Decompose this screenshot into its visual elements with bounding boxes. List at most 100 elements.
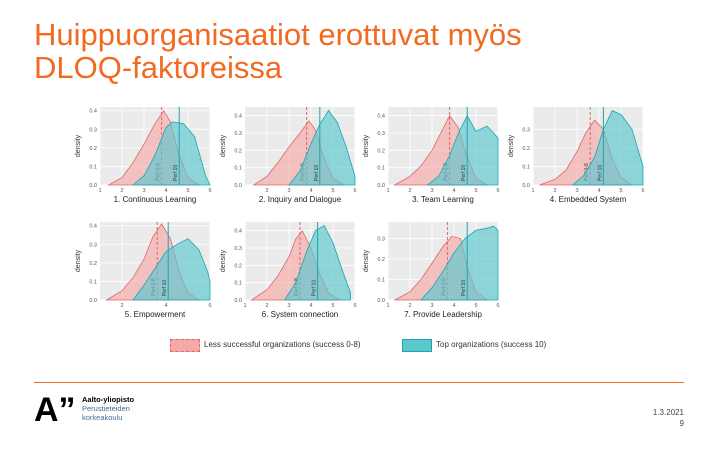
density-area-top bbox=[571, 110, 644, 186]
x-tick-label: 6 bbox=[496, 188, 499, 194]
y-tick-label: 0.0 bbox=[89, 183, 97, 189]
y-tick-label: 0.2 bbox=[89, 261, 97, 267]
chart-title: 7. Provide Leadership bbox=[404, 310, 482, 319]
x-tick-label: 3 bbox=[287, 303, 290, 309]
x-tick-label: 3 bbox=[430, 188, 433, 194]
y-tick-label: 0.4 bbox=[89, 109, 97, 115]
y-tick-label: 0.2 bbox=[234, 263, 242, 269]
x-tick-label: 4 bbox=[597, 188, 600, 194]
density-area-top bbox=[131, 121, 211, 186]
x-tick-label: 5 bbox=[474, 303, 477, 309]
y-tick-label: 0.2 bbox=[89, 146, 97, 152]
y-tick-label: 0.2 bbox=[522, 146, 530, 152]
legend-label-less: Less successful organizations (success 0… bbox=[204, 340, 361, 349]
chart-title: 6. System connection bbox=[262, 310, 338, 319]
slide-title-line2: DLOQ-faktoreissa bbox=[34, 50, 283, 85]
x-tick-label: 4 bbox=[309, 303, 312, 309]
x-tick-label: 1 bbox=[98, 188, 101, 194]
y-tick-label: 0.0 bbox=[234, 183, 242, 189]
x-tick-label: 1 bbox=[243, 303, 246, 309]
x-tick-label: 5 bbox=[474, 188, 477, 194]
x-tick-label: 3 bbox=[575, 188, 578, 194]
y-tick-label: 0.1 bbox=[522, 164, 530, 170]
chart-title: 5. Empowerment bbox=[125, 310, 186, 319]
y-axis-label: density bbox=[508, 134, 515, 157]
x-tick-label: 5 bbox=[186, 188, 189, 194]
mean-line-label: Perf 10 bbox=[162, 280, 168, 296]
y-tick-label: 0.1 bbox=[377, 166, 385, 172]
slide-title: Huippuorganisaatiot erottuvat myös DLOQ-… bbox=[34, 18, 694, 84]
x-tick-label: 1 bbox=[386, 188, 389, 194]
logo-text: Aalto-yliopisto Perustieteiden korkeakou… bbox=[82, 395, 134, 422]
x-tick-label: 4 bbox=[164, 303, 167, 309]
x-tick-label: 4 bbox=[309, 188, 312, 194]
mean-line-label: Perf 10 bbox=[461, 280, 467, 296]
x-tick-label: 3 bbox=[430, 303, 433, 309]
y-tick-label: 0.4 bbox=[234, 229, 242, 235]
x-tick-label: 6 bbox=[641, 188, 644, 194]
x-tick-label: 6 bbox=[353, 188, 356, 194]
slide-title-line1: Huippuorganisaatiot erottuvat myös bbox=[34, 17, 522, 52]
y-tick-label: 0.0 bbox=[522, 183, 530, 189]
x-tick-label: 6 bbox=[496, 303, 499, 309]
x-tick-label: 5 bbox=[331, 303, 334, 309]
y-tick-label: 0.2 bbox=[377, 257, 385, 263]
footer-divider bbox=[34, 382, 684, 383]
y-axis-label: density bbox=[220, 134, 227, 157]
y-tick-label: 0.0 bbox=[377, 298, 385, 304]
mean-line-label: Perf 10 bbox=[312, 280, 318, 296]
legend-label-top: Top organizations (success 10) bbox=[436, 340, 547, 349]
mean-line-label: Perf 10 bbox=[461, 165, 467, 181]
y-tick-label: 0.4 bbox=[377, 114, 385, 120]
mean-line-label: Perf 10 bbox=[597, 165, 603, 181]
x-tick-label: 2 bbox=[120, 188, 123, 194]
x-tick-label: 2 bbox=[120, 303, 123, 309]
chart-title: 1. Continuous Learning bbox=[114, 195, 197, 204]
y-tick-label: 0.1 bbox=[377, 277, 385, 283]
legend-swatch-less bbox=[170, 339, 200, 352]
x-tick-label: 2 bbox=[408, 303, 411, 309]
x-tick-label: 5 bbox=[331, 188, 334, 194]
chart-title: 4. Embedded System bbox=[550, 195, 627, 204]
y-tick-label: 0.3 bbox=[234, 131, 242, 137]
y-tick-label: 0.3 bbox=[377, 236, 385, 242]
y-tick-label: 0.3 bbox=[89, 242, 97, 248]
density-area-top bbox=[420, 225, 499, 301]
y-axis-label: density bbox=[75, 249, 82, 272]
y-tick-label: 0.4 bbox=[234, 114, 242, 120]
density-area-top bbox=[132, 238, 211, 301]
logo-school-line2: korkeakoulu bbox=[82, 413, 123, 422]
y-tick-label: 0.4 bbox=[89, 224, 97, 230]
x-tick-label: 4 bbox=[164, 188, 167, 194]
x-tick-label: 4 bbox=[452, 188, 455, 194]
logo-school-line1: Perustieteiden bbox=[82, 404, 130, 413]
y-tick-label: 0.1 bbox=[89, 164, 97, 170]
y-tick-label: 0.3 bbox=[522, 127, 530, 133]
y-tick-label: 0.0 bbox=[377, 183, 385, 189]
x-tick-label: 3 bbox=[287, 188, 290, 194]
y-tick-label: 0.3 bbox=[377, 131, 385, 137]
logo-mark: A” bbox=[34, 391, 76, 429]
x-tick-label: 6 bbox=[208, 303, 211, 309]
legend-swatch-top bbox=[402, 339, 432, 352]
y-axis-label: density bbox=[75, 134, 82, 157]
logo-university: Aalto-yliopisto bbox=[82, 395, 135, 404]
x-tick-label: 2 bbox=[553, 188, 556, 194]
x-tick-label: 1 bbox=[386, 303, 389, 309]
y-tick-label: 0.1 bbox=[234, 281, 242, 287]
y-tick-label: 0.2 bbox=[234, 148, 242, 154]
x-tick-label: 2 bbox=[265, 303, 268, 309]
y-tick-label: 0.0 bbox=[89, 298, 97, 304]
density-area-top bbox=[288, 109, 356, 186]
x-tick-label: 2 bbox=[265, 188, 268, 194]
y-axis-label: density bbox=[363, 249, 370, 272]
